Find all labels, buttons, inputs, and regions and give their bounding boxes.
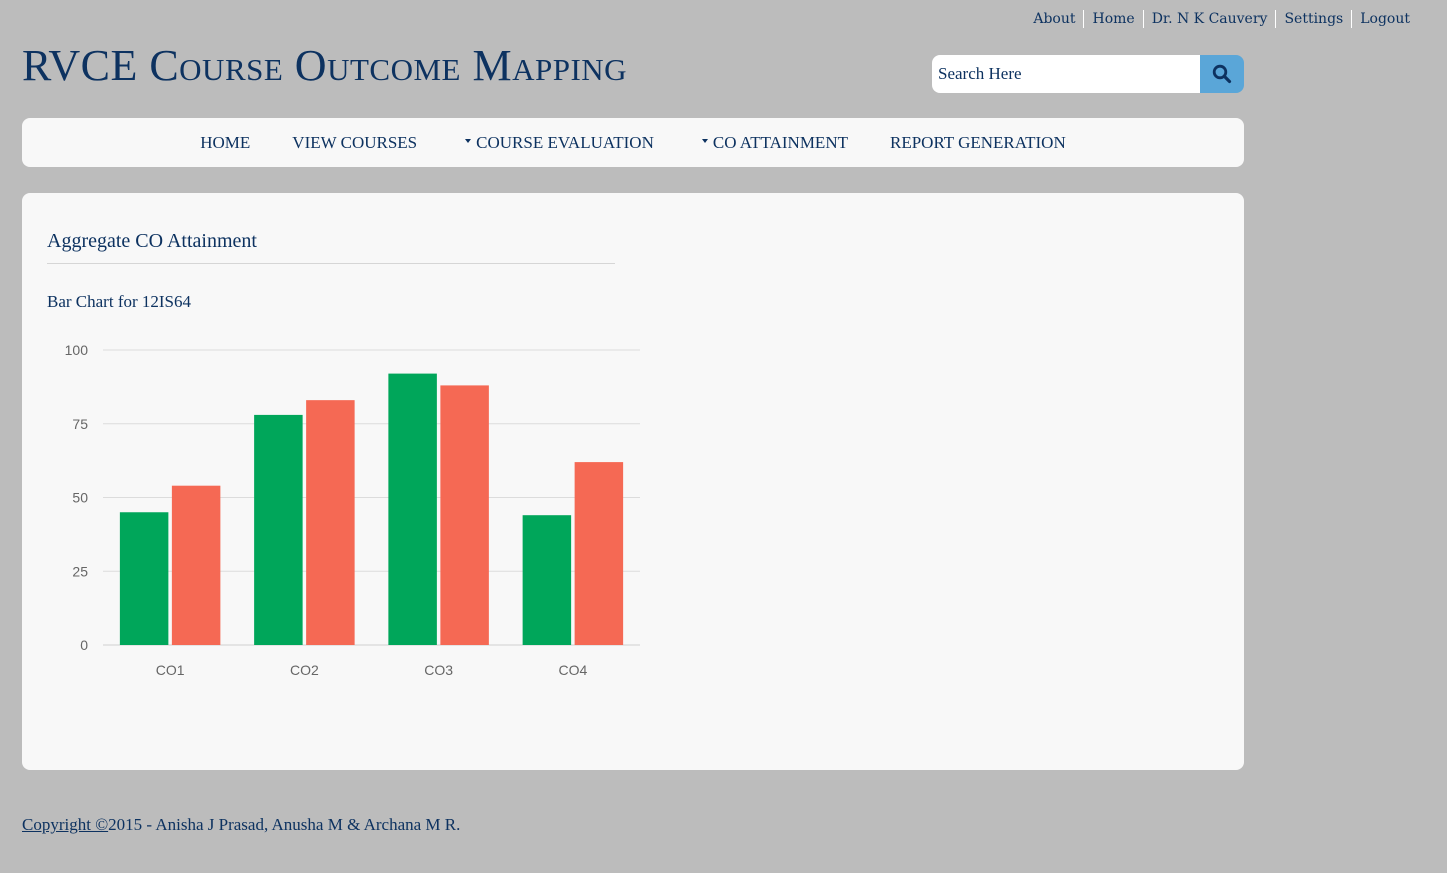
search-input[interactable] [932,55,1200,93]
x-tick-label: CO1 [156,662,185,678]
top-link-about[interactable]: About [1033,11,1076,27]
footer-text: 2015 - Anisha J Prasad, Anusha M & Archa… [108,815,461,834]
divider [1142,10,1144,28]
y-tick-label: 25 [72,563,88,579]
nav-view-courses[interactable]: VIEW COURSES [271,133,438,153]
bar-co4-series2 [574,462,624,645]
nav-home[interactable]: HOME [179,133,271,153]
nav-course-evaluation-label: COURSE EVALUATION [476,132,654,152]
nav-course-evaluation[interactable]: COURSE EVALUATION [438,133,681,153]
nav-co-attainment[interactable]: CO ATTAINMENT [681,133,869,153]
divider [1351,10,1353,28]
y-tick-label: 100 [65,342,89,358]
top-link-user[interactable]: Dr. N K Cauvery [1151,11,1268,27]
chart-heading: Bar Chart for 12IS64 [47,292,192,311]
search-bar [932,55,1244,93]
bar-co3-series1 [388,373,437,645]
top-links: About Home Dr. N K Cauvery Settings Logo… [1025,9,1418,29]
top-link-logout[interactable]: Logout [1360,11,1410,27]
nav-home-label: HOME [200,132,251,152]
bar-co4-series1 [522,515,572,645]
y-tick-label: 75 [72,416,88,432]
nav-view-courses-label: VIEW COURSES [292,132,418,152]
y-tick-label: 50 [72,490,88,506]
caret-down-icon [701,139,708,143]
top-link-home[interactable]: Home [1092,11,1135,27]
x-tick-label: CO4 [558,662,587,678]
nav-report-generation[interactable]: REPORT GENERATION [869,133,1087,153]
footer: Copyright ©2015 - Anisha J Prasad, Anush… [22,815,460,835]
nav-report-generation-label: REPORT GENERATION [889,132,1066,152]
bar-co3-series2 [440,385,489,645]
bar-co1-series1 [119,512,169,645]
divider [1083,10,1085,28]
bar-chart: 0 25 50 75 100 CO1 CO2 CO3 CO4 [65,342,640,678]
main-nav: HOME VIEW COURSES COURSE EVALUATION CO A… [22,118,1244,167]
y-tick-label: 0 [80,637,88,653]
bar-co1-series2 [171,485,221,645]
copyright-link[interactable]: Copyright © [22,815,109,834]
nav-co-attainment-label: CO ATTAINMENT [712,132,848,152]
bar-co2-series2 [306,400,355,645]
top-link-settings[interactable]: Settings [1284,11,1344,27]
site-title: RVCE Course Outcome Mapping [22,41,628,90]
caret-down-icon [465,139,472,143]
bar-co2-series1 [254,414,303,645]
search-button[interactable] [1200,55,1244,93]
x-tick-label: CO3 [424,662,453,678]
panel-heading: Aggregate CO Attainment [47,230,257,252]
divider [1275,10,1277,28]
x-tick-label: CO2 [290,662,319,678]
heading-divider [47,263,615,264]
search-icon [1212,64,1232,84]
content-panel: Aggregate CO Attainment Bar Chart for 12… [22,193,1244,770]
